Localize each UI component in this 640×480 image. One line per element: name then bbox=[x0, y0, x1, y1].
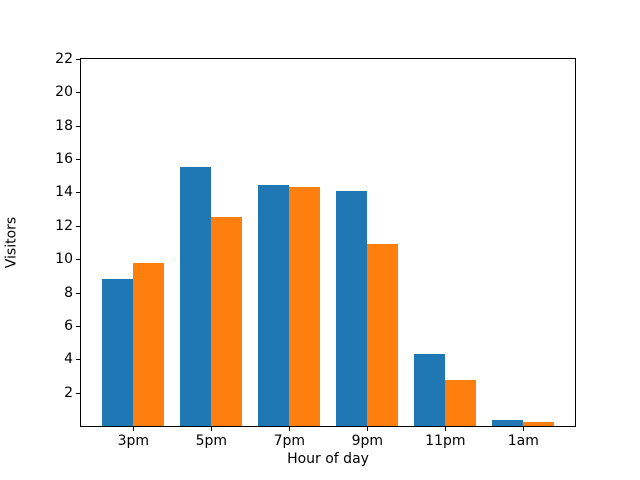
y-tick-label-8: 8 bbox=[64, 285, 73, 301]
bar-7pm-series-1-blue bbox=[258, 185, 290, 426]
y-tick-mark-18 bbox=[76, 126, 80, 127]
y-tick-label-14: 14 bbox=[55, 184, 73, 200]
y-tick-mark-16 bbox=[76, 159, 80, 160]
bar-3pm-series-2-orange bbox=[133, 263, 165, 426]
y-tick-label-12: 12 bbox=[55, 218, 73, 234]
y-tick-mark-12 bbox=[76, 226, 80, 227]
y-axis-title: Visitors bbox=[3, 216, 20, 269]
y-tick-mark-2 bbox=[76, 393, 80, 394]
bar-9pm-series-2-orange bbox=[367, 244, 399, 426]
x-tick-label-7pm: 7pm bbox=[273, 433, 306, 449]
y-tick-label-10: 10 bbox=[55, 251, 73, 267]
y-tick-label-20: 20 bbox=[55, 84, 73, 100]
y-tick-label-2: 2 bbox=[64, 385, 73, 401]
bar-1am-series-2-orange bbox=[523, 422, 555, 426]
x-tick-mark-3pm bbox=[133, 427, 135, 431]
y-tick-mark-14 bbox=[76, 192, 80, 193]
y-tick-label-6: 6 bbox=[64, 318, 73, 334]
x-tick-mark-9pm bbox=[367, 427, 369, 431]
bar-1am-series-1-blue bbox=[492, 420, 524, 426]
y-tick-label-4: 4 bbox=[64, 351, 73, 367]
x-tick-mark-5pm bbox=[211, 427, 213, 431]
y-tick-mark-8 bbox=[76, 293, 80, 294]
bar-5pm-series-2-orange bbox=[211, 217, 243, 426]
bar-5pm-series-1-blue bbox=[180, 167, 212, 426]
y-tick-label-22: 22 bbox=[55, 51, 73, 67]
y-tick-mark-20 bbox=[76, 92, 80, 93]
bar-11pm-series-2-orange bbox=[445, 380, 477, 426]
x-tick-mark-7pm bbox=[289, 427, 291, 431]
y-tick-mark-10 bbox=[76, 259, 80, 260]
x-tick-label-1am: 1am bbox=[507, 433, 539, 449]
bar-7pm-series-2-orange bbox=[289, 187, 321, 426]
y-tick-label-18: 18 bbox=[55, 118, 73, 134]
x-tick-mark-1am bbox=[523, 427, 525, 431]
x-tick-label-9pm: 9pm bbox=[351, 433, 384, 449]
x-tick-label-3pm: 3pm bbox=[117, 433, 150, 449]
bar-9pm-series-1-blue bbox=[336, 191, 368, 426]
y-tick-mark-22 bbox=[76, 59, 80, 60]
bar-3pm-series-1-blue bbox=[102, 279, 134, 426]
y-tick-mark-6 bbox=[76, 326, 80, 327]
x-tick-mark-11pm bbox=[445, 427, 447, 431]
plot-area bbox=[76, 58, 576, 431]
y-tick-label-16: 16 bbox=[55, 151, 73, 167]
bar-11pm-series-1-blue bbox=[414, 354, 446, 426]
x-axis-title: Hour of day bbox=[287, 451, 369, 467]
y-tick-mark-4 bbox=[76, 359, 80, 360]
x-tick-label-11pm: 11pm bbox=[425, 433, 466, 449]
x-tick-label-5pm: 5pm bbox=[195, 433, 228, 449]
